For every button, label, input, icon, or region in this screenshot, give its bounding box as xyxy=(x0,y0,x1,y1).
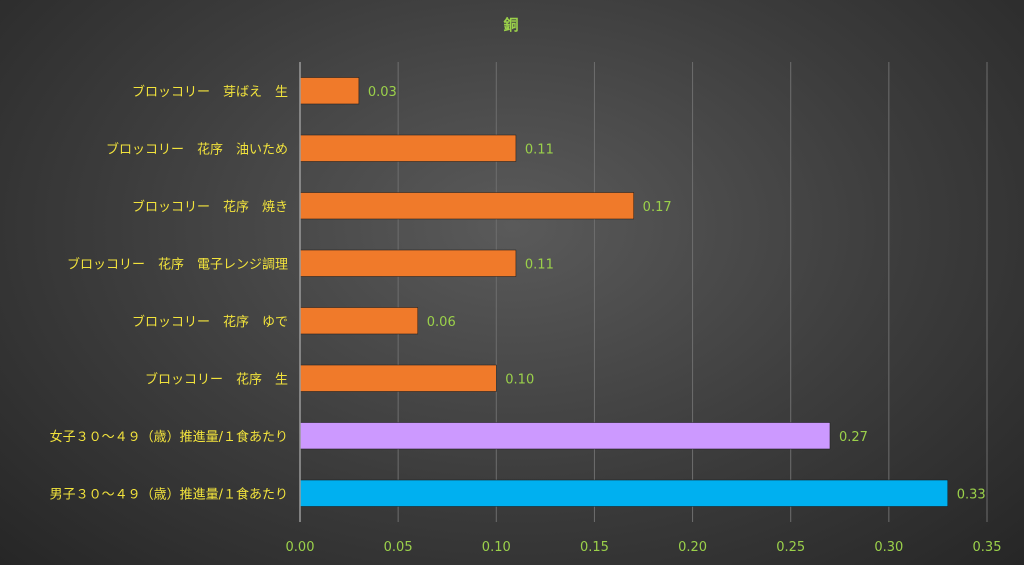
data-label: 0.33 xyxy=(957,487,986,502)
x-tick-label: 0.30 xyxy=(874,540,903,555)
bar xyxy=(299,249,517,277)
category-label: ブロッコリー 花序 ゆで xyxy=(132,314,288,330)
data-label: 0.27 xyxy=(839,430,868,445)
x-tick-label: 0.35 xyxy=(973,540,1002,555)
gridlines xyxy=(397,62,988,522)
bar xyxy=(299,307,419,335)
data-label: 0.03 xyxy=(368,85,397,100)
category-label: ブロッコリー 花序 油いため xyxy=(106,141,288,157)
category-label: ブロッコリー 花序 電子レンジ調理 xyxy=(67,256,288,272)
bar xyxy=(299,422,831,450)
x-tick-label: 0.15 xyxy=(580,540,609,555)
x-tick-label: 0.10 xyxy=(482,540,511,555)
x-tick-label: 0.05 xyxy=(384,540,413,555)
category-label: ブロッコリー 花序 焼き xyxy=(132,199,288,215)
bars xyxy=(299,77,948,507)
bar xyxy=(299,479,948,507)
category-label: 男子３０～４９（歳）推進量/１食あたり xyxy=(50,486,288,502)
category-label: 女子３０～４９（歳）推進量/１食あたり xyxy=(50,429,288,445)
data-label: 0.06 xyxy=(427,315,456,330)
x-tick-label: 0.00 xyxy=(286,540,315,555)
x-tick-label: 0.20 xyxy=(678,540,707,555)
bar xyxy=(299,134,517,162)
data-label: 0.11 xyxy=(525,142,554,157)
data-labels: 0.03 0.11 0.17 0.11 0.06 0.10 0.27 0.33 xyxy=(368,85,986,503)
data-label: 0.10 xyxy=(505,372,534,387)
category-label: ブロッコリー 花序 生 xyxy=(145,371,288,387)
category-label: ブロッコリー 芽ばえ 生 xyxy=(132,84,288,100)
bar xyxy=(299,77,360,105)
chart-title: 銅 xyxy=(503,16,518,34)
data-label: 0.11 xyxy=(525,257,554,272)
bar xyxy=(299,364,497,392)
data-label: 0.17 xyxy=(643,200,672,215)
x-tick-label: 0.25 xyxy=(776,540,805,555)
bar xyxy=(299,192,634,220)
x-tick-labels: 0.00 0.05 0.10 0.15 0.20 0.25 0.30 0.35 xyxy=(286,540,1002,555)
